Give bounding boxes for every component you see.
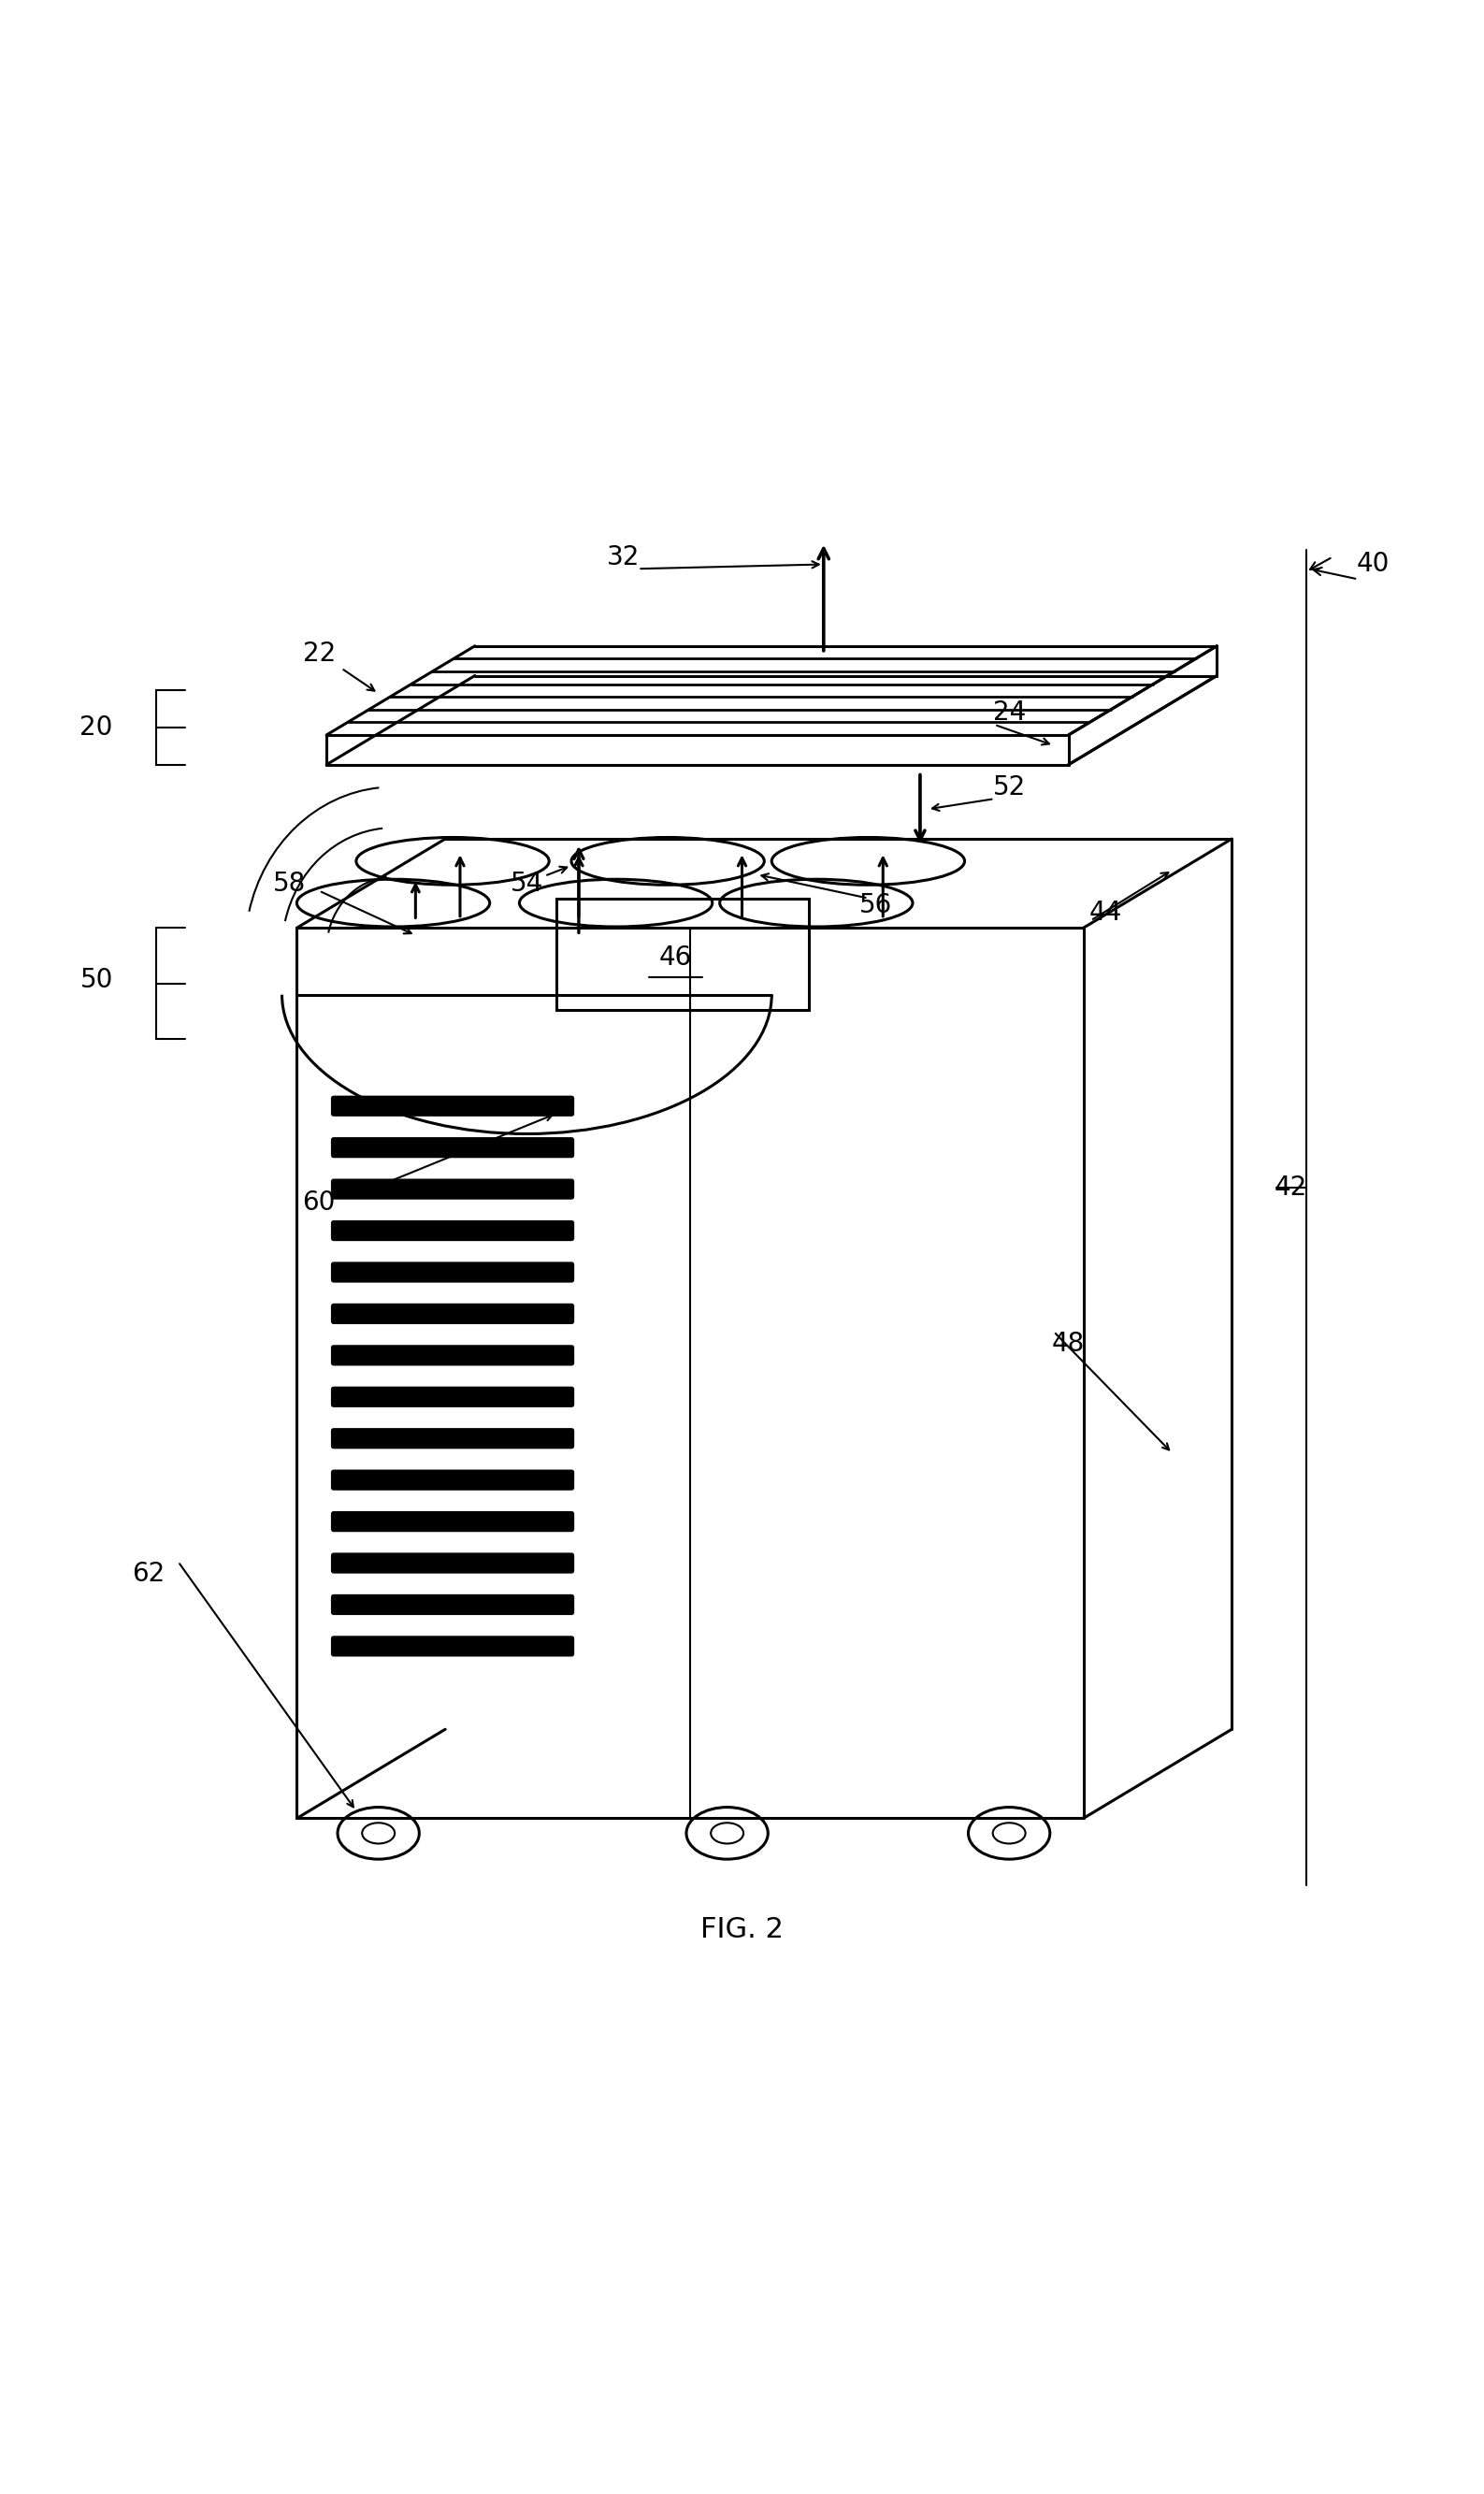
Text: 44: 44 [1089,900,1122,925]
FancyBboxPatch shape [331,1636,574,1656]
FancyBboxPatch shape [331,1137,574,1157]
FancyBboxPatch shape [331,1554,574,1574]
FancyBboxPatch shape [331,1387,574,1407]
Text: FIG. 2: FIG. 2 [700,1915,784,1943]
Text: 46: 46 [659,945,692,970]
FancyBboxPatch shape [331,1095,574,1117]
Text: 50: 50 [80,968,113,993]
FancyBboxPatch shape [331,1220,574,1242]
Bar [556,898,809,1010]
Text: 24: 24 [993,701,1025,726]
FancyBboxPatch shape [331,1262,574,1282]
Text: 42: 42 [1275,1175,1307,1200]
FancyBboxPatch shape [331,1304,574,1324]
Text: 62: 62 [132,1561,165,1586]
Text: 48: 48 [1052,1329,1085,1357]
Text: 40: 40 [1356,551,1389,579]
FancyBboxPatch shape [331,1429,574,1449]
Text: 58: 58 [273,870,306,895]
FancyBboxPatch shape [331,1469,574,1491]
Text: 60: 60 [303,1190,335,1215]
FancyBboxPatch shape [331,1180,574,1200]
FancyBboxPatch shape [331,1594,574,1616]
FancyBboxPatch shape [331,1511,574,1531]
Text: 22: 22 [303,641,335,666]
Text: 32: 32 [607,544,640,571]
Text: 54: 54 [510,870,543,895]
Text: 56: 56 [859,893,892,918]
Text: 20: 20 [80,713,113,741]
Text: 52: 52 [993,773,1025,801]
FancyBboxPatch shape [331,1344,574,1367]
